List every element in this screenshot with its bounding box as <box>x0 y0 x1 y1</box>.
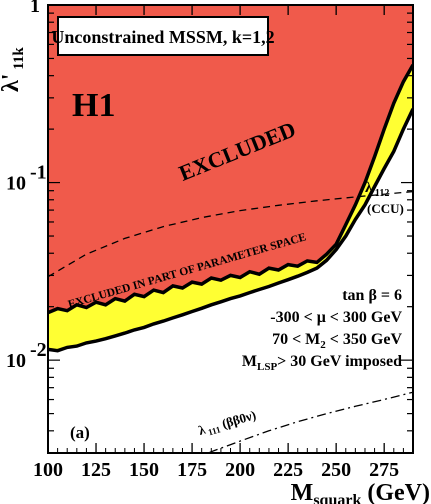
x-tick-label-250: 250 <box>321 459 351 481</box>
x-axis-title-sub: squark <box>313 492 361 504</box>
param-tanbeta: tan β = 6 <box>342 287 402 304</box>
region-excluded <box>48 5 413 313</box>
boundary-excluded-part <box>48 108 413 353</box>
x-axis-title-unit: (GeV) <box>361 480 430 504</box>
x-tick-label-125: 125 <box>81 459 111 481</box>
line-label-bb0v-sub: 111 <box>205 424 222 438</box>
param-m2-tail: < 350 GeV <box>326 331 403 348</box>
experiment-label: H1 <box>72 87 115 124</box>
param-mlsp-sub: LSP <box>257 361 277 373</box>
x-tick-label-200: 200 <box>225 459 255 481</box>
param-mlsp-tail: > 30 GeV imposed <box>277 353 402 370</box>
param-mlsp: MLSP> 30 GeV imposed <box>242 353 402 373</box>
line-label-ccu-sub: 112 <box>372 188 389 199</box>
x-axis-title: Msquark (GeV) <box>291 480 430 504</box>
line-label-ccu-extra: (CCU) <box>367 201 404 216</box>
plot-frame <box>47 4 414 454</box>
x-tick-label-275: 275 <box>369 459 399 481</box>
y-axis-title-sub: 11k <box>11 47 27 74</box>
panel-label: (a) <box>70 423 90 442</box>
plot-clipped <box>48 5 413 453</box>
chart-title: Unconstrained MSSM, k=1,2 <box>51 27 274 47</box>
plot-area <box>48 5 413 453</box>
y-tick-exp-1: -1 <box>30 162 47 184</box>
title-box <box>57 16 269 56</box>
param-m2: 70 < M2 < 350 GeV <box>272 331 402 351</box>
boundary-excluded <box>48 64 413 315</box>
param-m2-sub: 2 <box>320 339 326 351</box>
x-tick-label-175: 175 <box>177 459 207 481</box>
y-tick-label-0: 1 <box>30 0 40 17</box>
x-tick-label-225: 225 <box>273 459 303 481</box>
param-mu: -300 < μ < 300 GeV <box>270 309 402 326</box>
y-tick-label-1: 10 <box>6 173 26 195</box>
y-tick-exp-2: -2 <box>30 339 47 361</box>
y-axis-title: λ' 11k <box>0 47 27 92</box>
x-tick-label-150: 150 <box>129 459 159 481</box>
series-line-2 <box>207 391 413 453</box>
x-tick-label-100: 100 <box>33 459 63 481</box>
y-tick-label-2: 10 <box>6 350 26 372</box>
series-line-1 <box>48 190 413 278</box>
